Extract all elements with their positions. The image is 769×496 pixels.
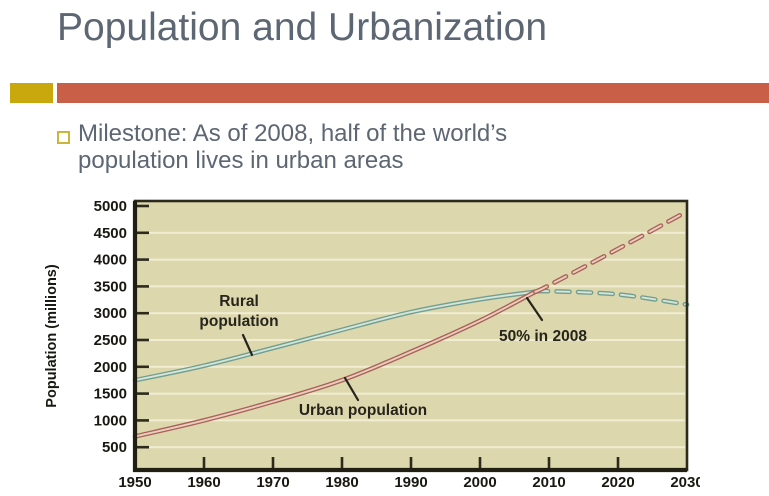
x-tick-label: 1990 [394, 474, 427, 491]
population-chart: 500 1000 1500 2000 2500 3000 3500 4000 4500 5000 1… [44, 198, 700, 491]
series-urban [132, 209, 690, 439]
y-tick-label: 1500 [94, 386, 127, 403]
divider-orange-segment [57, 83, 769, 103]
y-tick-label: 5000 [94, 198, 127, 215]
x-tick-label: 1960 [187, 474, 220, 491]
y-tick-label: 500 [102, 439, 127, 456]
x-tick-label: 1970 [256, 474, 289, 491]
axis-lines [132, 201, 687, 473]
x-tick-label: 1950 [118, 474, 151, 491]
urban-label: Urban population [299, 376, 427, 419]
rural-label: Rural population [199, 293, 279, 357]
y-tick-label: 3500 [94, 278, 127, 295]
x-tick-label: 1980 [325, 474, 358, 491]
x-tick-label: 2000 [463, 474, 496, 491]
milestone-label: 50% in 2008 [499, 296, 587, 345]
y-tick-label: 4000 [94, 252, 127, 269]
y-tick-label: 2500 [94, 332, 127, 349]
y-axis: 500 1000 1500 2000 2500 3000 3500 4000 4500 5000 [94, 198, 149, 456]
title-divider [0, 83, 769, 103]
rural-label-text: population [199, 313, 278, 330]
plot-background [135, 201, 687, 470]
y-tick-label: 3000 [94, 305, 127, 322]
y-axis-title: Population (millions) [44, 264, 60, 408]
bullet-text: Milestone: As of 2008, half of the world… [78, 120, 508, 174]
rural-label-text: Rural [219, 293, 259, 310]
x-tick-label: 2030 [670, 474, 700, 491]
urban-label-text: Urban population [299, 402, 427, 419]
y-tick-label: 1000 [94, 412, 127, 429]
x-tick-label: 2020 [601, 474, 634, 491]
slide-title: Population and Urbanization [57, 6, 548, 49]
y-tick-label: 4500 [94, 225, 127, 242]
milestone-label-text: 50% in 2008 [499, 328, 587, 345]
bullet-square-icon [57, 131, 70, 144]
x-tick-label: 2010 [532, 474, 565, 491]
x-axis: 1950 1960 1970 1980 1990 2000 2010 2020 2030 [118, 457, 700, 491]
bullet-item: Milestone: As of 2008, half of the world… [57, 120, 617, 174]
divider-gold-segment [10, 83, 53, 103]
y-tick-label: 2000 [94, 359, 127, 376]
